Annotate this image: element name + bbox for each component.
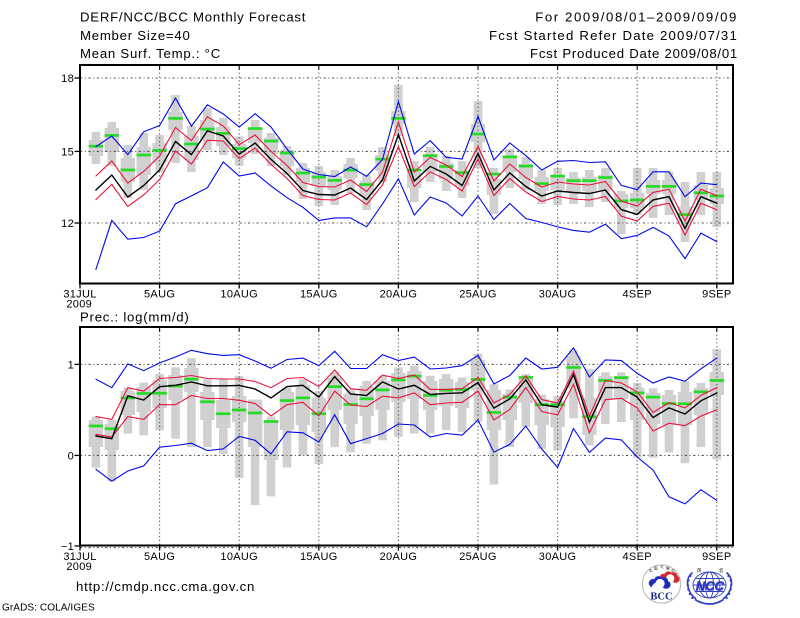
svg-text:12: 12 <box>61 218 74 230</box>
svg-text:10AUG: 10AUG <box>220 551 258 563</box>
svg-text:http://cmdp.ncc.cma.gov.cn: http://cmdp.ncc.cma.gov.cn <box>76 579 255 594</box>
svg-text:5AUG: 5AUG <box>144 551 175 563</box>
svg-text:5AUG: 5AUG <box>144 289 175 301</box>
svg-text:4SEP: 4SEP <box>623 289 652 301</box>
svg-text:15AUG: 15AUG <box>300 289 338 301</box>
svg-text:25AUG: 25AUG <box>459 551 497 563</box>
svg-text:30AUG: 30AUG <box>539 289 577 301</box>
svg-text:Fcst Produced Date 2009/08/01: Fcst Produced Date 2009/08/01 <box>530 46 738 61</box>
svg-text:风: 风 <box>697 568 702 574</box>
svg-text:Prec.: log(mm/d): Prec.: log(mm/d) <box>80 310 189 325</box>
svg-text:30AUG: 30AUG <box>539 551 577 563</box>
svg-text:9SEP: 9SEP <box>702 289 731 301</box>
svg-text:20AUG: 20AUG <box>380 551 418 563</box>
svg-text:Mean Surf. Temp.: °C: Mean Surf. Temp.: °C <box>80 46 221 61</box>
svg-text:国: 国 <box>654 566 658 571</box>
svg-text:15AUG: 15AUG <box>300 551 338 563</box>
svg-text:DERF/NCC/BCC Monthly Forecast: DERF/NCC/BCC Monthly Forecast <box>80 10 306 25</box>
svg-text:9SEP: 9SEP <box>702 551 731 563</box>
svg-text:−1: −1 <box>61 541 74 553</box>
svg-text:云: 云 <box>719 568 724 574</box>
svg-text:2009: 2009 <box>66 299 92 311</box>
svg-text:31JUL: 31JUL <box>63 551 96 563</box>
svg-text:0: 0 <box>68 450 74 462</box>
svg-text:GrADS: COLA/IGES: GrADS: COLA/IGES <box>2 603 95 614</box>
svg-text:中: 中 <box>649 568 653 573</box>
svg-text:4SEP: 4SEP <box>623 551 652 563</box>
svg-text:中: 中 <box>671 568 675 573</box>
svg-text:20AUG: 20AUG <box>380 289 418 301</box>
svg-text:NCC: NCC <box>696 579 725 594</box>
svg-text:BCC: BCC <box>650 592 672 603</box>
svg-text:For 2009/08/01–2009/09/09: For 2009/08/01–2009/09/09 <box>535 10 738 25</box>
svg-text:25AUG: 25AUG <box>459 289 497 301</box>
svg-text:18: 18 <box>61 73 74 85</box>
svg-text:2009: 2009 <box>66 561 92 573</box>
svg-text:1: 1 <box>68 359 74 371</box>
svg-text:31JUL: 31JUL <box>63 289 96 301</box>
svg-text:10AUG: 10AUG <box>220 289 258 301</box>
svg-text:候: 候 <box>666 566 670 571</box>
svg-text:Fcst Started Refer Date 2009/0: Fcst Started Refer Date 2009/07/31 <box>489 28 738 43</box>
svg-text:气: 气 <box>660 565 664 570</box>
svg-text:15: 15 <box>61 146 74 158</box>
svg-text:Member Size=40: Member Size=40 <box>80 28 191 43</box>
